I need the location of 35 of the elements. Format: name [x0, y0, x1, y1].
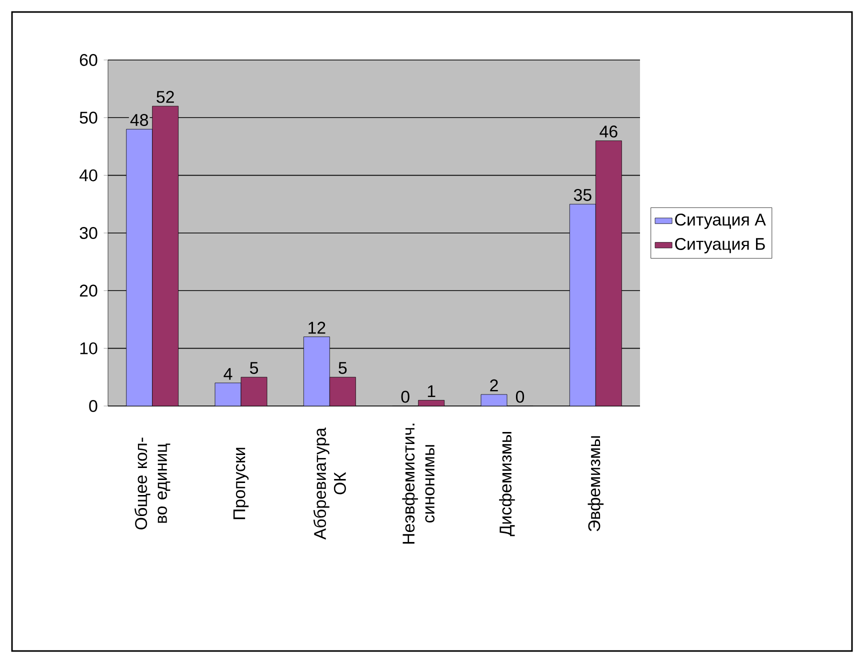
y-tick-label: 0 — [89, 400, 98, 412]
data-label: 48 — [130, 114, 148, 126]
y-tick-label: 40 — [79, 169, 98, 182]
data-label: 5 — [250, 362, 258, 374]
y-tick-label: 30 — [80, 226, 98, 239]
y-tick-label: 60 — [80, 54, 98, 66]
data-label: 12 — [308, 322, 326, 334]
x-tick-label: Аббревиатура ОК — [313, 428, 346, 540]
data-label: 2 — [490, 379, 498, 392]
x-tick-label: Эвфемизмы — [588, 436, 604, 532]
data-label: 0 — [516, 390, 524, 403]
data-label: 5 — [338, 362, 347, 374]
data-label: 1 — [428, 385, 436, 398]
x-tick-label: Неэвфемистич. синонимы — [402, 424, 435, 544]
bar — [569, 204, 596, 406]
bar — [330, 377, 356, 406]
bar — [304, 336, 330, 406]
data-label: 0 — [401, 390, 410, 403]
bar — [215, 382, 242, 406]
bar — [595, 140, 622, 406]
legend-label: Ситуация Б — [675, 238, 765, 254]
y-tick-label: 10 — [80, 342, 98, 354]
bar — [241, 377, 268, 406]
data-label: 46 — [600, 126, 618, 138]
x-tick-label: Пропуски — [233, 448, 249, 520]
y-tick-label: 20 — [80, 284, 98, 297]
x-tick-label: Дисфемизмы — [499, 432, 515, 536]
x-tick-label: Общее кол-во единиц — [134, 438, 170, 530]
data-label: 52 — [156, 90, 174, 103]
y-tick-label: 50 — [80, 112, 98, 124]
bar — [152, 106, 178, 406]
legend-label: Ситуация А — [675, 214, 766, 229]
data-label: 35 — [574, 188, 592, 201]
data-label: 4 — [224, 368, 232, 380]
bar — [126, 129, 152, 406]
